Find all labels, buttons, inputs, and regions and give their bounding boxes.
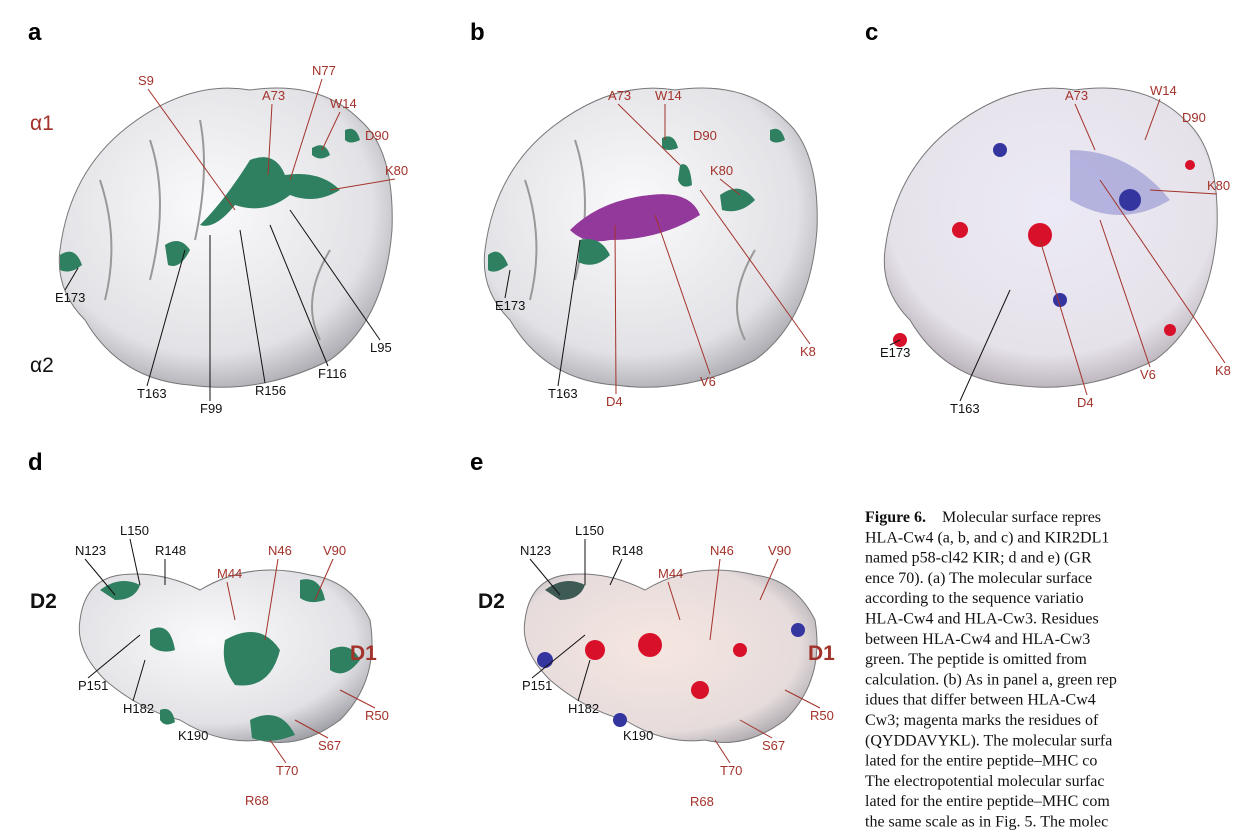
residue-label: R148 xyxy=(612,543,643,558)
caption-line: The electropotential molecular surfac xyxy=(865,773,1104,790)
residue-label: α1 xyxy=(30,112,54,135)
molecule-b xyxy=(484,88,817,387)
residue-label: D1 xyxy=(808,642,835,665)
residue-label: E173 xyxy=(495,298,525,313)
caption-line: according to the sequence variatio xyxy=(865,590,1084,607)
residue-label: D4 xyxy=(606,394,623,409)
residue-label: A73 xyxy=(1065,88,1088,103)
residue-label: S9 xyxy=(138,73,154,88)
panel-letter: e xyxy=(470,449,483,476)
caption-line: ence 70). (a) The molecular surface xyxy=(865,570,1092,587)
residue-label: D1 xyxy=(350,642,377,665)
residue-label: V90 xyxy=(323,543,346,558)
caption-line: between HLA-Cw4 and HLA-Cw3 xyxy=(865,631,1090,648)
residue-label: F116 xyxy=(318,366,347,381)
caption-line: HLA-Cw4 (a, b, and c) and KIR2DL1 xyxy=(865,529,1109,546)
residue-label: N46 xyxy=(268,543,292,558)
residue-label: K190 xyxy=(623,728,653,743)
residue-label: T163 xyxy=(548,386,578,401)
caption-heading: Figure 6. xyxy=(865,509,926,526)
panel-letter: b xyxy=(470,19,485,46)
residue-label: R50 xyxy=(365,708,389,723)
residue-label: H182 xyxy=(568,701,599,716)
residue-label: L95 xyxy=(370,340,392,355)
leader-line xyxy=(270,740,286,763)
residue-label: N123 xyxy=(520,543,551,558)
residue-label: T70 xyxy=(276,763,298,778)
molecule-a xyxy=(59,88,392,387)
caption-line: lated for the entire peptide–MHC com xyxy=(865,793,1110,810)
residue-label: L150 xyxy=(120,523,149,538)
residue-label: D2 xyxy=(478,590,505,613)
residue-label: L150 xyxy=(575,523,604,538)
residue-label: S67 xyxy=(762,738,785,753)
residue-label: N123 xyxy=(75,543,106,558)
residue-label: D90 xyxy=(1182,110,1206,125)
residue-label: H182 xyxy=(123,701,154,716)
residue-label: W14 xyxy=(1150,83,1177,98)
residue-label: R68 xyxy=(690,794,714,809)
residue-label: K80 xyxy=(710,163,733,178)
caption-line: named p58-cl42 KIR; d and e) (GR xyxy=(865,550,1092,567)
caption-line: (QYDDAVYKL). The molecular surfa xyxy=(865,732,1112,749)
residue-label: F99 xyxy=(200,401,222,416)
residue-label: S67 xyxy=(318,738,341,753)
molecule-c xyxy=(884,88,1217,387)
residue-label: K8 xyxy=(800,344,816,359)
residue-label: R156 xyxy=(255,383,286,398)
residue-label: E173 xyxy=(55,290,85,305)
caption-line: the same scale as in Fig. 5. The molec xyxy=(865,814,1108,831)
residue-label: A73 xyxy=(608,88,631,103)
residue-label: T163 xyxy=(137,386,167,401)
residue-label: R148 xyxy=(155,543,186,558)
caption-line: lated for the entire peptide–MHC co xyxy=(865,753,1097,770)
residue-label: M44 xyxy=(217,566,242,581)
caption-line: calculation. (b) As in panel a, green re… xyxy=(865,671,1117,688)
residue-label: K8 xyxy=(1215,363,1231,378)
residue-label: T70 xyxy=(720,763,742,778)
molecule-e xyxy=(524,570,817,743)
residue-label: P151 xyxy=(78,678,108,693)
residue-label: K80 xyxy=(1207,178,1230,193)
panel-letter: a xyxy=(28,19,42,46)
residue-label: P151 xyxy=(522,678,552,693)
panel-letter: d xyxy=(28,449,43,476)
residue-label: K190 xyxy=(178,728,208,743)
residue-label: V6 xyxy=(700,374,716,389)
molecule-d xyxy=(79,570,372,743)
residue-label: E173 xyxy=(880,345,910,360)
residue-label: R50 xyxy=(810,708,834,723)
caption-line: Molecular surface repres xyxy=(942,509,1101,526)
residue-label: V6 xyxy=(1140,367,1156,382)
figure: Figure 6. a α1 α2 S9 A73 N77 W14 D90 K80 E173 T163… xyxy=(0,0,1233,840)
residue-label: R68 xyxy=(245,793,269,808)
residue-label: α2 xyxy=(30,354,54,377)
residue-label: N77 xyxy=(312,63,336,78)
caption-line: idues that differ between HLA-Cw4 xyxy=(865,692,1096,709)
residue-label: T163 xyxy=(950,401,980,416)
caption-line: Cw3; magenta marks the residues of xyxy=(865,712,1099,729)
caption-line: HLA-Cw4 and HLA-Cw3. Residues xyxy=(865,611,1099,628)
residue-label: N46 xyxy=(710,543,734,558)
residue-label: D90 xyxy=(693,128,717,143)
residue-label: D2 xyxy=(30,590,57,613)
page: {"panels": [ {"letter": "a", "labels": [… xyxy=(0,0,1233,840)
leader-line xyxy=(715,740,730,763)
residue-label: V90 xyxy=(768,543,791,558)
residue-label: A73 xyxy=(262,88,285,103)
residue-label: M44 xyxy=(658,566,683,581)
residue-label: D4 xyxy=(1077,395,1094,410)
residue-label: W14 xyxy=(330,96,357,111)
caption-line: green. The peptide is omitted from xyxy=(865,651,1087,668)
residue-label: K80 xyxy=(385,163,408,178)
panel-letter: c xyxy=(865,19,878,46)
residue-label: W14 xyxy=(655,88,682,103)
residue-label: D90 xyxy=(365,128,389,143)
